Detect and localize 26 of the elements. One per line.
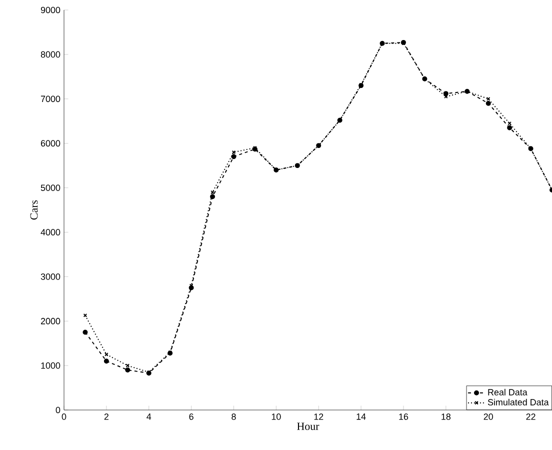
x-tick-label: 20 <box>484 414 493 420</box>
y-tick-label: 6000 <box>40 140 60 147</box>
x-axis-title: Hour <box>297 422 320 430</box>
x-tick-label: 16 <box>399 414 408 420</box>
y-tick-label: 2000 <box>40 318 60 324</box>
y-tick-label: 0 <box>56 406 60 414</box>
legend-label: Simulated Data <box>488 398 549 406</box>
x-tick-label: 14 <box>356 414 366 420</box>
y-tick-label: 8000 <box>40 51 60 58</box>
x-tick-label: 22 <box>526 414 536 420</box>
x-tick-label: 10 <box>272 414 281 420</box>
x-tick-label: 12 <box>314 414 324 420</box>
x-tick-label: 8 <box>232 414 236 420</box>
x-tick-label: 2 <box>104 414 108 420</box>
x-tick-label: 0 <box>62 414 66 420</box>
y-tick-label: 1000 <box>41 362 60 369</box>
x-tick-label: 4 <box>146 414 152 420</box>
x-tick-label: 6 <box>189 414 194 420</box>
y-axis-title: Cars <box>30 200 38 220</box>
legend-label: Real Data <box>488 388 528 396</box>
x-tick-label: 18 <box>442 414 451 420</box>
y-tick-label: 9000 <box>40 6 60 14</box>
y-tick-label: 3000 <box>40 273 60 280</box>
y-tick-label: 7000 <box>40 96 60 102</box>
y-tick-label: 5000 <box>40 184 60 191</box>
y-tick-label: 4000 <box>40 229 60 236</box>
